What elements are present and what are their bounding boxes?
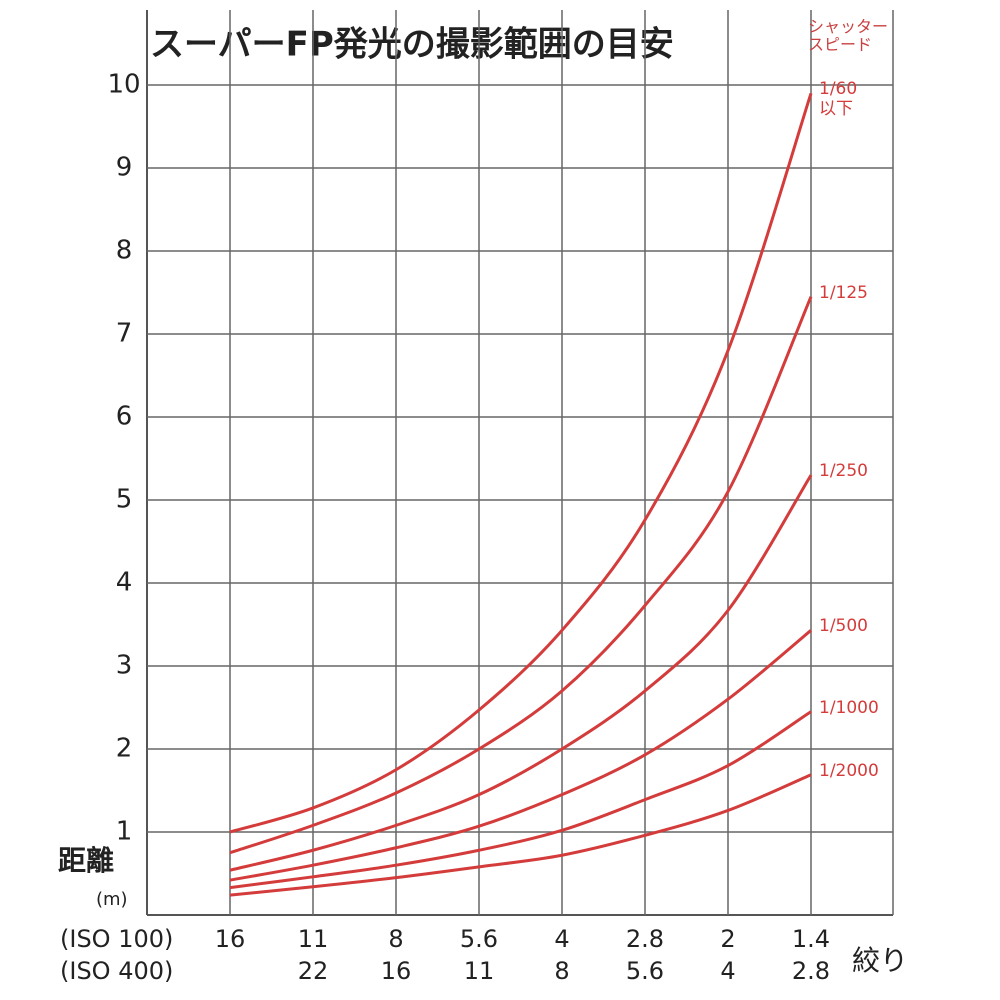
series-line — [229, 629, 812, 882]
series-label: 1/2000 — [819, 760, 879, 781]
legend-title: シャッター スピード — [808, 17, 889, 54]
chart-title: スーパーFP発光の撮影範囲の目安 — [150, 25, 674, 65]
series-label: 1/125 — [819, 282, 868, 303]
x-tick-label: 5.6 — [460, 925, 498, 953]
x-tick-label: 1.4 — [792, 925, 830, 953]
x-tick-label: 11 — [298, 925, 329, 953]
y-tick-label: 6 — [116, 402, 133, 432]
series-line — [229, 474, 813, 872]
row-label: (ISO 400) — [60, 957, 173, 985]
series-label: 1/1000 — [819, 697, 879, 718]
row-label: (ISO 100) — [60, 925, 173, 953]
series-line — [229, 296, 813, 855]
y-tick-label: 7 — [116, 319, 133, 349]
x-tick-label: 11 — [464, 957, 495, 985]
x-tick-label: 22 — [298, 957, 329, 985]
y-tick-label: 5 — [116, 485, 133, 515]
x-tick-label: 4 — [554, 925, 569, 953]
y-tick-label: 4 — [116, 568, 133, 598]
x-tick-label: 8 — [388, 925, 403, 953]
series-label: 1/250 — [819, 461, 868, 482]
y-tick-label: 2 — [116, 734, 133, 764]
y-axis-label: 距離 — [58, 844, 114, 877]
y-tick-label: 1 — [116, 817, 133, 847]
series-label: 1/500 — [819, 616, 868, 637]
x-tick-label: 2.8 — [626, 925, 664, 953]
series-line — [229, 773, 812, 897]
x-tick-label: 4 — [720, 957, 735, 985]
series-label: 1/60 以下 — [819, 79, 858, 120]
x-axis-label: 絞り — [852, 944, 908, 977]
y-tick-label: 9 — [116, 153, 133, 183]
x-tick-label: 16 — [381, 957, 412, 985]
x-tick-label: 2 — [720, 925, 735, 953]
y-tick-label: 10 — [107, 70, 140, 100]
y-axis-unit: (m) — [96, 889, 128, 910]
x-tick-label: 2.8 — [792, 957, 830, 985]
series-line — [229, 92, 813, 834]
series-line — [229, 710, 812, 890]
y-tick-label: 8 — [116, 236, 133, 266]
y-tick-label: 3 — [116, 651, 133, 681]
x-tick-label: 5.6 — [626, 957, 664, 985]
x-tick-label: 8 — [554, 957, 569, 985]
x-tick-label: 16 — [215, 925, 246, 953]
